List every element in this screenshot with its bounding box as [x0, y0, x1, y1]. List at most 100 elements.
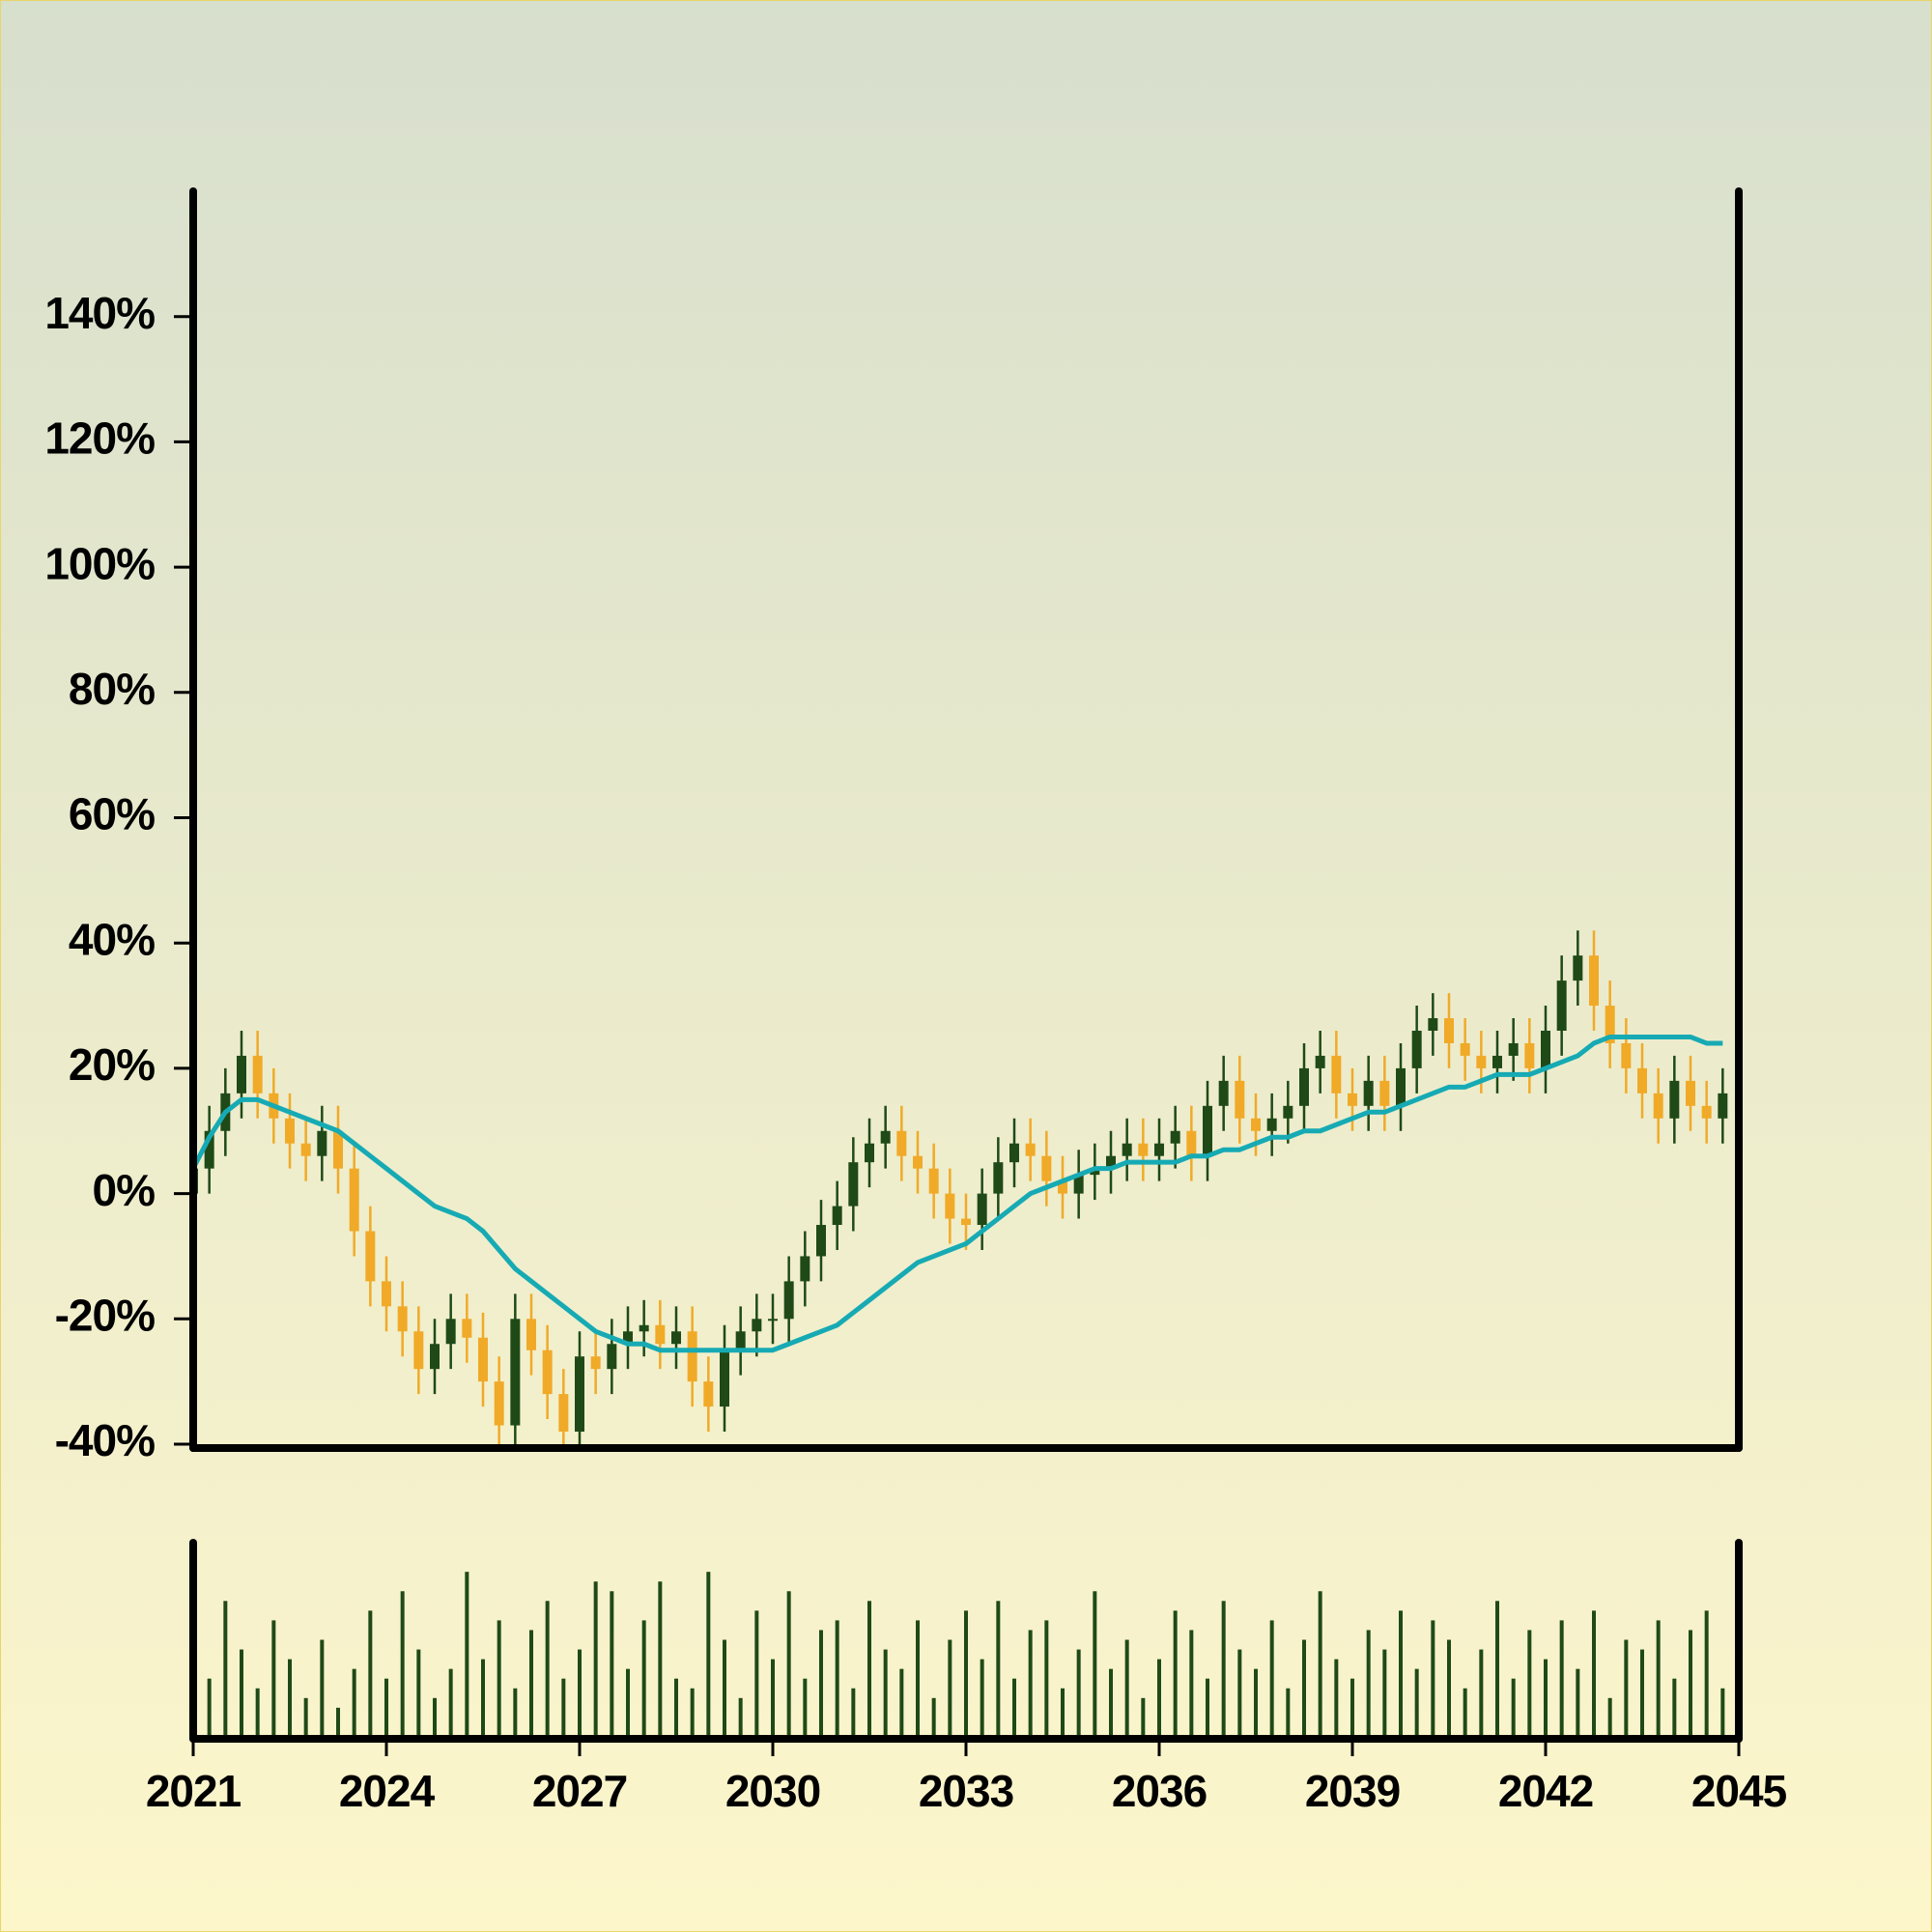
- volume-bar: [980, 1659, 984, 1737]
- volume-bar: [1624, 1639, 1629, 1737]
- volume-bar: [1028, 1630, 1033, 1737]
- volume-bar: [223, 1601, 228, 1737]
- volume-bar: [1206, 1678, 1209, 1737]
- volume-bar: [545, 1601, 550, 1737]
- candle-body: [445, 1319, 456, 1345]
- volume-bar: [1061, 1688, 1065, 1737]
- candle-body: [1556, 980, 1567, 1031]
- volume-bar: [529, 1630, 533, 1737]
- candle-body: [1138, 1143, 1149, 1156]
- candle-body: [783, 1281, 794, 1320]
- candle-body: [928, 1168, 939, 1194]
- candle-body: [993, 1162, 1004, 1194]
- volume-bar: [303, 1697, 308, 1737]
- candle-body: [655, 1324, 666, 1345]
- candle-body: [1637, 1067, 1647, 1094]
- volume-bar: [1463, 1688, 1467, 1737]
- volume-bar: [867, 1601, 871, 1737]
- y-tick-label: 20%: [69, 1039, 155, 1090]
- candle-body: [1009, 1143, 1019, 1163]
- candle-body: [1122, 1143, 1132, 1156]
- volume-bar: [1237, 1649, 1242, 1737]
- volume-bar: [1527, 1630, 1532, 1737]
- candle-body: [1090, 1168, 1100, 1176]
- candle-body: [478, 1337, 488, 1382]
- volume-bar: [561, 1678, 566, 1737]
- candle-body: [720, 1350, 729, 1407]
- y-tick-label: 120%: [44, 413, 155, 464]
- candle-body: [1621, 1042, 1632, 1068]
- candle-body: [1235, 1080, 1245, 1119]
- candle-body: [1605, 1006, 1615, 1043]
- volume-bar: [658, 1581, 663, 1737]
- volume-bar: [1109, 1668, 1113, 1737]
- volume-bar: [610, 1591, 614, 1737]
- candle-body: [252, 1055, 263, 1094]
- candle-body: [575, 1356, 584, 1433]
- moving-average-line: [193, 1034, 1723, 1353]
- volume-bar: [400, 1591, 405, 1737]
- volume-bar: [899, 1668, 904, 1737]
- volume-bar: [931, 1697, 936, 1737]
- volume-bar: [851, 1688, 856, 1737]
- volume-bar: [1576, 1668, 1580, 1737]
- volume-bar: [786, 1591, 791, 1737]
- volume-bar: [916, 1620, 920, 1737]
- volume-bar: [674, 1678, 678, 1737]
- candle-body: [848, 1162, 859, 1207]
- volume-bar: [1302, 1639, 1306, 1737]
- candle-body: [1411, 1030, 1422, 1068]
- x-tick-label: 2045: [1691, 1766, 1787, 1816]
- volume-bar: [1495, 1601, 1499, 1737]
- candle-body: [703, 1381, 714, 1407]
- candle-body: [317, 1130, 327, 1156]
- candle-body: [800, 1256, 810, 1282]
- candle-body: [382, 1281, 391, 1307]
- volume-bar: [1447, 1639, 1451, 1737]
- x-tick-label: 2024: [339, 1766, 436, 1816]
- candle-body: [977, 1193, 987, 1226]
- volume-bar: [1221, 1601, 1226, 1737]
- volume-bar: [723, 1639, 726, 1737]
- volume-bar: [207, 1678, 212, 1737]
- candle-body: [1283, 1105, 1293, 1119]
- candle-body: [961, 1218, 971, 1226]
- candle-body: [1669, 1080, 1680, 1119]
- candle-body: [204, 1130, 214, 1169]
- volume-bar: [1479, 1649, 1484, 1737]
- candle-body: [510, 1319, 521, 1426]
- volume-bar: [240, 1649, 243, 1737]
- candle-body: [285, 1118, 295, 1144]
- volume-bar: [1173, 1610, 1178, 1737]
- candle-body: [558, 1394, 569, 1433]
- volume-bar: [481, 1659, 485, 1737]
- volume-bar: [1672, 1678, 1677, 1737]
- candle-body: [1444, 1018, 1454, 1043]
- volume-bar: [1607, 1697, 1612, 1737]
- candle-body: [1686, 1080, 1695, 1106]
- volume-bar: [497, 1620, 501, 1737]
- candle-body: [1186, 1130, 1197, 1156]
- volume-bar: [1366, 1630, 1371, 1737]
- volume-bar: [706, 1572, 711, 1737]
- candle-body: [542, 1350, 553, 1395]
- volume-bar: [803, 1678, 808, 1737]
- volume-bar: [255, 1688, 260, 1737]
- volume-bar: [1269, 1620, 1274, 1737]
- candle-body: [671, 1331, 681, 1345]
- volume-bar: [690, 1688, 695, 1737]
- plot-area: [193, 930, 1728, 1444]
- volume-bar: [1431, 1620, 1435, 1737]
- candle-body: [494, 1381, 504, 1426]
- candle-body: [1363, 1080, 1374, 1106]
- y-tick-label: 40%: [69, 914, 155, 964]
- volume-bar: [1640, 1649, 1644, 1737]
- candle-body: [865, 1143, 874, 1163]
- x-tick-label: 2042: [1498, 1766, 1593, 1816]
- volume-bar: [1399, 1610, 1403, 1737]
- candle-body: [349, 1168, 359, 1232]
- candle-body: [430, 1344, 440, 1370]
- volume-bar: [996, 1601, 1001, 1737]
- volume-bar: [819, 1630, 823, 1737]
